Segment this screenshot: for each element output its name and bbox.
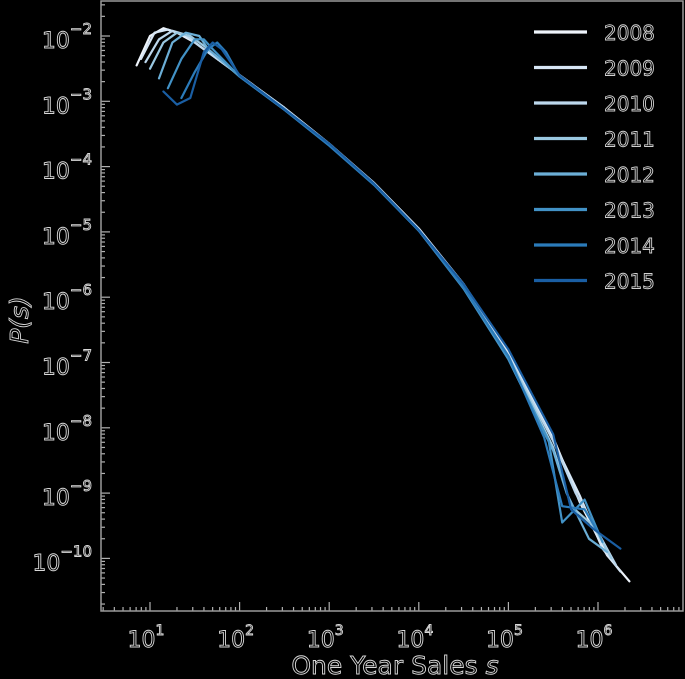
x-tick-label: 106: [576, 623, 613, 653]
legend-label-2010: 2010: [604, 92, 655, 116]
legend: 2008 2009 2010 2011 2012 2013 2014 2015: [534, 21, 655, 294]
axes-frame: [100, 0, 684, 612]
x-tick-label: 103: [307, 623, 344, 653]
series-line-2015: [162, 41, 622, 550]
legend-label-2015: 2015: [604, 270, 655, 294]
x-axis-title: One Year Sales s: [291, 651, 498, 679]
x-tick-label: 101: [128, 623, 165, 653]
y-tick-label: 10−2: [42, 20, 92, 54]
x-tick-label: 104: [396, 623, 433, 653]
legend-label-2011: 2011: [604, 128, 655, 152]
legend-label-2012: 2012: [604, 163, 655, 187]
x-tick-label: 102: [217, 623, 254, 653]
y-tick-label: 10−3: [42, 85, 92, 119]
legend-label-2009: 2009: [604, 57, 655, 81]
plot-lines: [135, 27, 631, 583]
y-tick-label: 10−7: [42, 347, 92, 381]
x-tick-labels: 101 102 103 104 105 106: [127, 623, 613, 654]
legend-label-2014: 2014: [604, 234, 655, 258]
y-tick-labels: 10−2 10−3 10−4 10−5 10−6 10−7 10−8 10−9 10−10: [32, 20, 93, 577]
y-tick-label: 10−4: [42, 151, 92, 185]
y-tick-label: 10−6: [42, 281, 92, 315]
legend-label-2008: 2008: [604, 21, 655, 45]
y-tick-label: 10−9: [42, 477, 92, 511]
legend-label-2013: 2013: [604, 199, 655, 223]
y-axis-title: P(s): [5, 296, 34, 344]
series-line-2014: [180, 41, 600, 534]
y-tick-label: 10−10: [32, 542, 92, 576]
x-tick-label: 105: [486, 623, 523, 653]
y-tick-label: 10−8: [42, 412, 92, 446]
y-tick-label: 10−5: [42, 216, 92, 250]
